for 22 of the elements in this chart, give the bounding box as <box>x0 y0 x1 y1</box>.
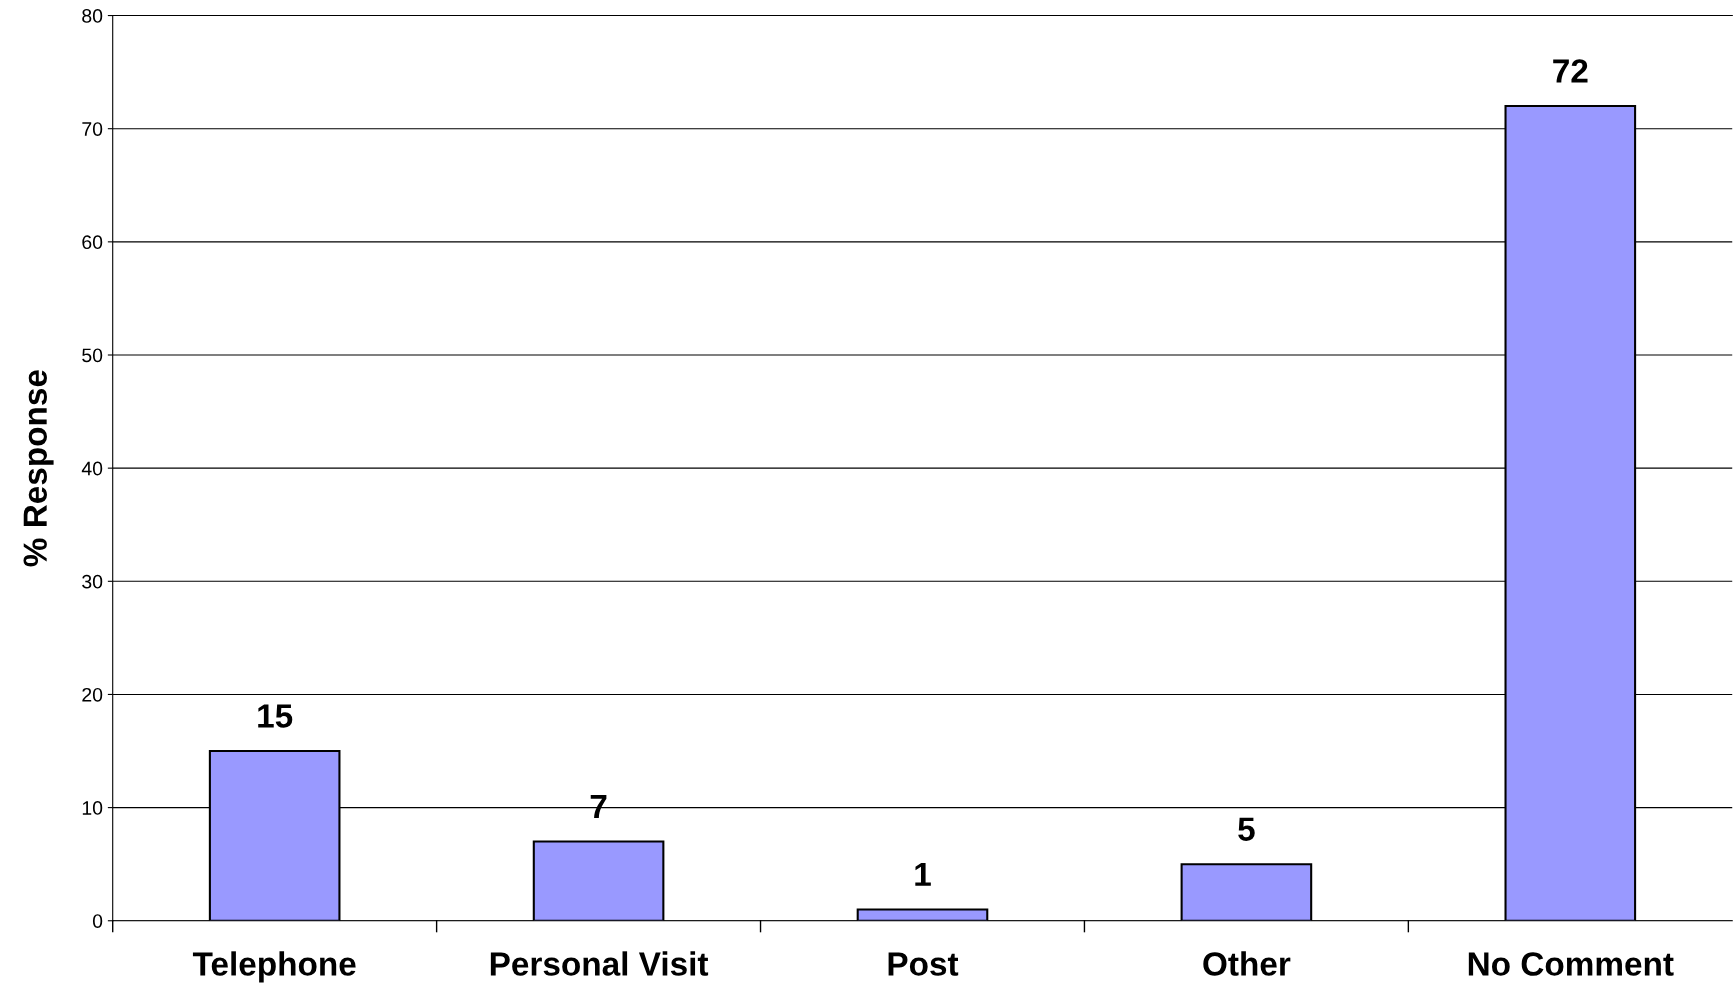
bar <box>1180 863 1313 921</box>
x-tick-label: Telephone <box>192 951 356 983</box>
y-tick-label: 20 <box>82 687 103 702</box>
bar <box>856 908 989 921</box>
y-tick-label: 10 <box>82 801 103 815</box>
x-tick-label: Personal Visit <box>490 951 709 976</box>
y-tick-label: 0 <box>92 914 103 928</box>
data-label: 15 <box>258 704 293 728</box>
y-axis-title: % Response <box>23 370 54 567</box>
x-tick-label: Post <box>888 952 959 976</box>
y-tick-label: 70 <box>82 122 103 136</box>
data-label: 72 <box>1553 59 1588 83</box>
data-label: 5 <box>1238 817 1255 841</box>
y-tick-label: 60 <box>82 235 103 250</box>
x-tick-label: No Comment <box>1468 952 1674 976</box>
y-tick-label: 40 <box>81 461 103 476</box>
y-tick-label: 30 <box>82 574 103 589</box>
y-tick-label: 50 <box>82 348 103 363</box>
data-label: 1 <box>915 862 931 886</box>
bar <box>532 840 665 921</box>
y-tick-label: 80 <box>82 9 103 23</box>
x-tick-label: Other <box>1203 951 1291 976</box>
